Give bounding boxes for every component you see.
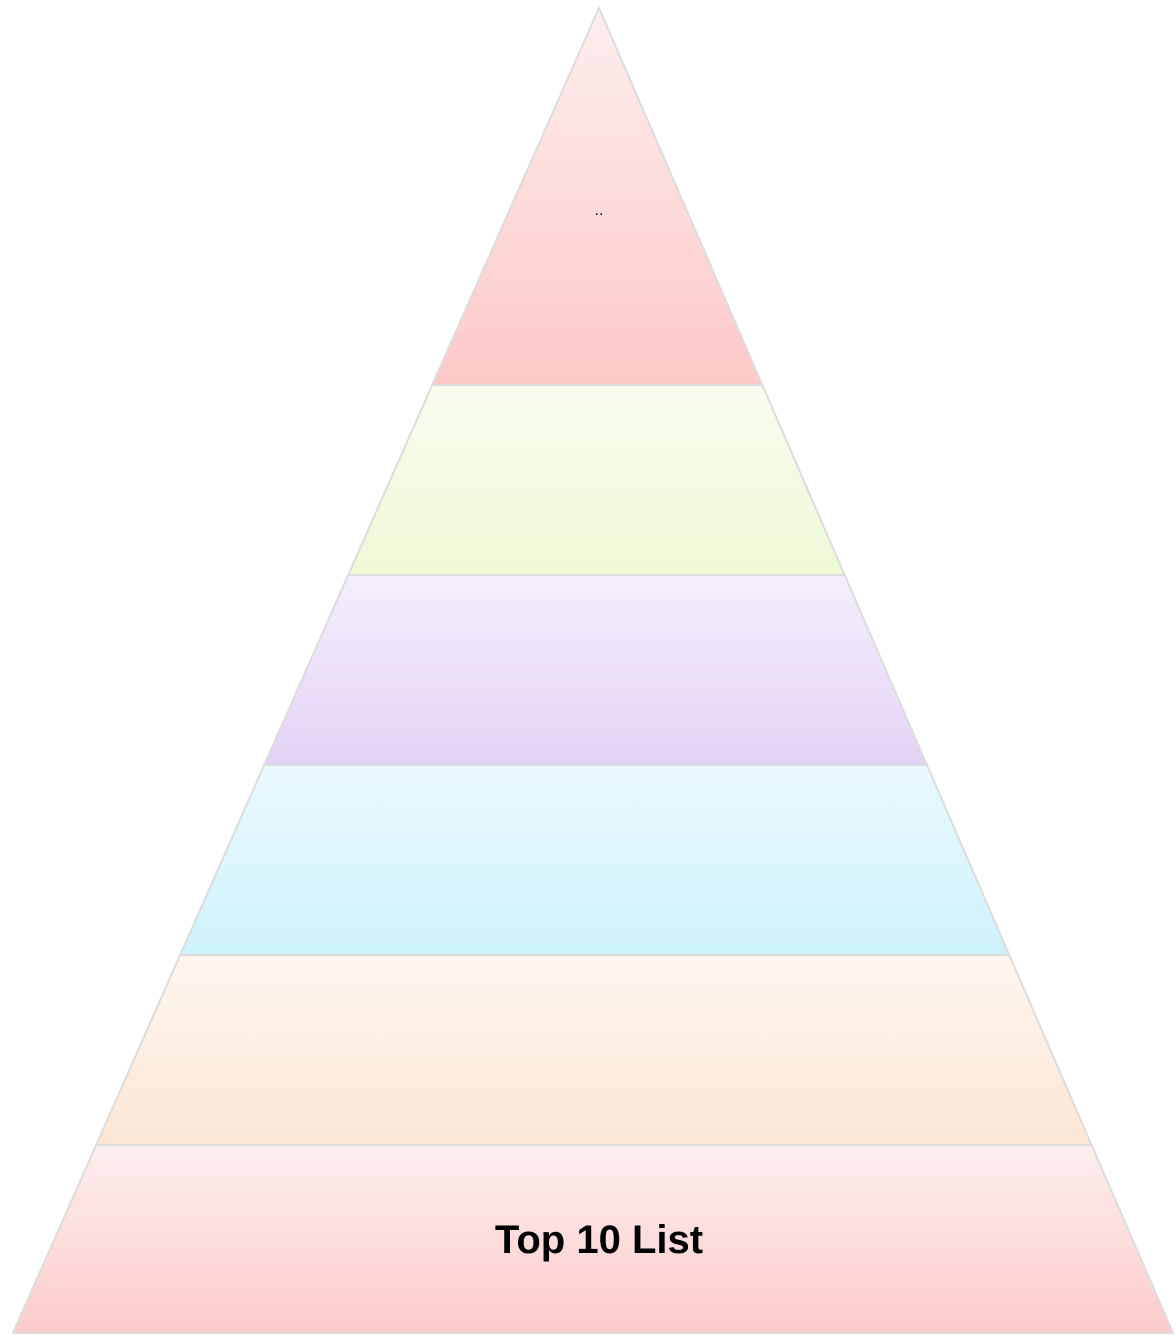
pyramid-layer-5 — [94, 954, 1094, 1146]
pyramid-layer-4 — [178, 764, 1011, 956]
pyramid-layer-3 — [262, 574, 929, 766]
pyramid-layer-1-label: .. — [595, 202, 604, 219]
pyramid-layer-6-label: Top 10 List — [495, 1218, 703, 1262]
pyramid-layer-1 — [430, 5, 764, 386]
pyramid-layer-2 — [346, 384, 847, 576]
pyramid-layer-6 — [11, 1144, 1175, 1334]
